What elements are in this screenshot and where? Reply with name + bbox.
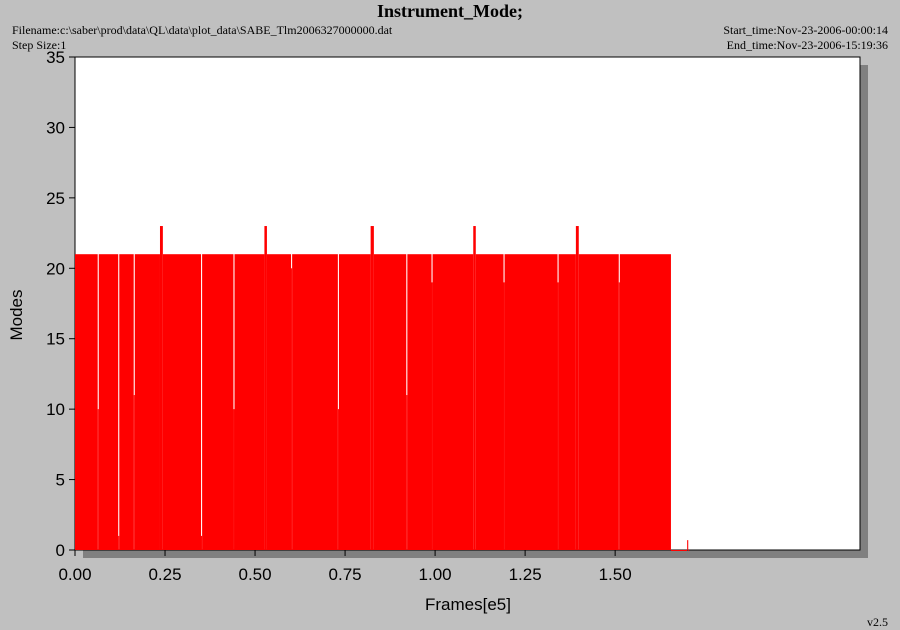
step-segment <box>133 395 135 550</box>
step-segment <box>473 226 476 550</box>
x-tick-label: 0.50 <box>238 565 271 584</box>
step-segment <box>337 409 339 550</box>
step-segment <box>618 282 620 550</box>
step-segment <box>575 226 579 550</box>
step-segment <box>687 540 689 550</box>
step-size: Step Size:1 <box>12 38 66 52</box>
y-tick-label: 35 <box>46 48 65 67</box>
step-segment <box>134 254 160 550</box>
x-tick-label: 0.00 <box>58 565 91 584</box>
step-segment <box>98 254 119 550</box>
y-tick-label: 10 <box>46 400 65 419</box>
step-segment <box>504 254 558 550</box>
step-segment <box>688 550 690 551</box>
step-segment <box>201 535 203 550</box>
x-axis-label: Frames[e5] <box>425 595 511 614</box>
y-tick-label: 15 <box>46 330 65 349</box>
y-tick-label: 25 <box>46 189 65 208</box>
step-segment <box>264 226 267 550</box>
step-segment <box>475 254 504 550</box>
x-tick-label: 1.25 <box>509 565 542 584</box>
step-segment <box>432 254 474 550</box>
step-segment <box>670 550 688 551</box>
step-segment <box>292 254 338 550</box>
step-segment <box>75 254 98 550</box>
x-tick-label: 0.25 <box>148 565 181 584</box>
step-segment <box>162 254 202 550</box>
step-segment <box>338 254 371 550</box>
step-segment <box>159 226 163 550</box>
step-segment <box>266 254 292 550</box>
x-tick-label: 1.00 <box>419 565 452 584</box>
step-segment <box>578 254 619 550</box>
start-time: Start_time:Nov-23-2006-00:00:14 <box>723 23 888 37</box>
step-segment <box>233 409 235 550</box>
step-segment <box>118 535 120 550</box>
step-segment <box>619 254 671 550</box>
step-segment <box>558 254 576 550</box>
y-tick-label: 30 <box>46 118 65 137</box>
step-segment <box>431 282 433 550</box>
step-segment <box>234 254 265 550</box>
marks <box>75 226 690 551</box>
step-segment <box>202 254 234 550</box>
y-tick-label: 5 <box>56 471 65 490</box>
step-segment <box>373 254 407 550</box>
step-segment <box>97 409 99 550</box>
step-segment <box>503 282 505 550</box>
step-segment <box>406 395 408 550</box>
x-tick-label: 0.75 <box>329 565 362 584</box>
y-tick-label: 20 <box>46 259 65 278</box>
end-time: End_time:Nov-23-2006-15:19:36 <box>727 38 888 52</box>
filename: Filename:c:\saber\prod\data\QL\data\plot… <box>12 23 393 37</box>
x-tick-label: 1.50 <box>599 565 632 584</box>
step-segment <box>407 254 432 550</box>
version: v2.5 <box>867 615 888 629</box>
y-tick-label: 0 <box>56 541 65 560</box>
step-segment <box>119 254 134 550</box>
y-axis-label: Modes <box>7 289 26 340</box>
step-segment <box>370 226 374 550</box>
step-segment <box>557 282 559 550</box>
chart-title: Instrument_Mode; <box>377 1 523 21</box>
step-segment <box>291 268 293 550</box>
